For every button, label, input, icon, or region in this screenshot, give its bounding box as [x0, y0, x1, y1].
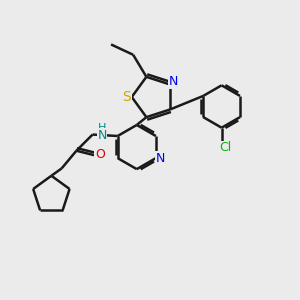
Text: N: N: [98, 129, 107, 142]
Text: N: N: [168, 75, 178, 88]
Text: S: S: [122, 90, 131, 104]
Text: N: N: [156, 152, 165, 165]
Text: O: O: [95, 148, 105, 161]
Text: Cl: Cl: [219, 141, 231, 154]
Text: H: H: [98, 123, 106, 133]
